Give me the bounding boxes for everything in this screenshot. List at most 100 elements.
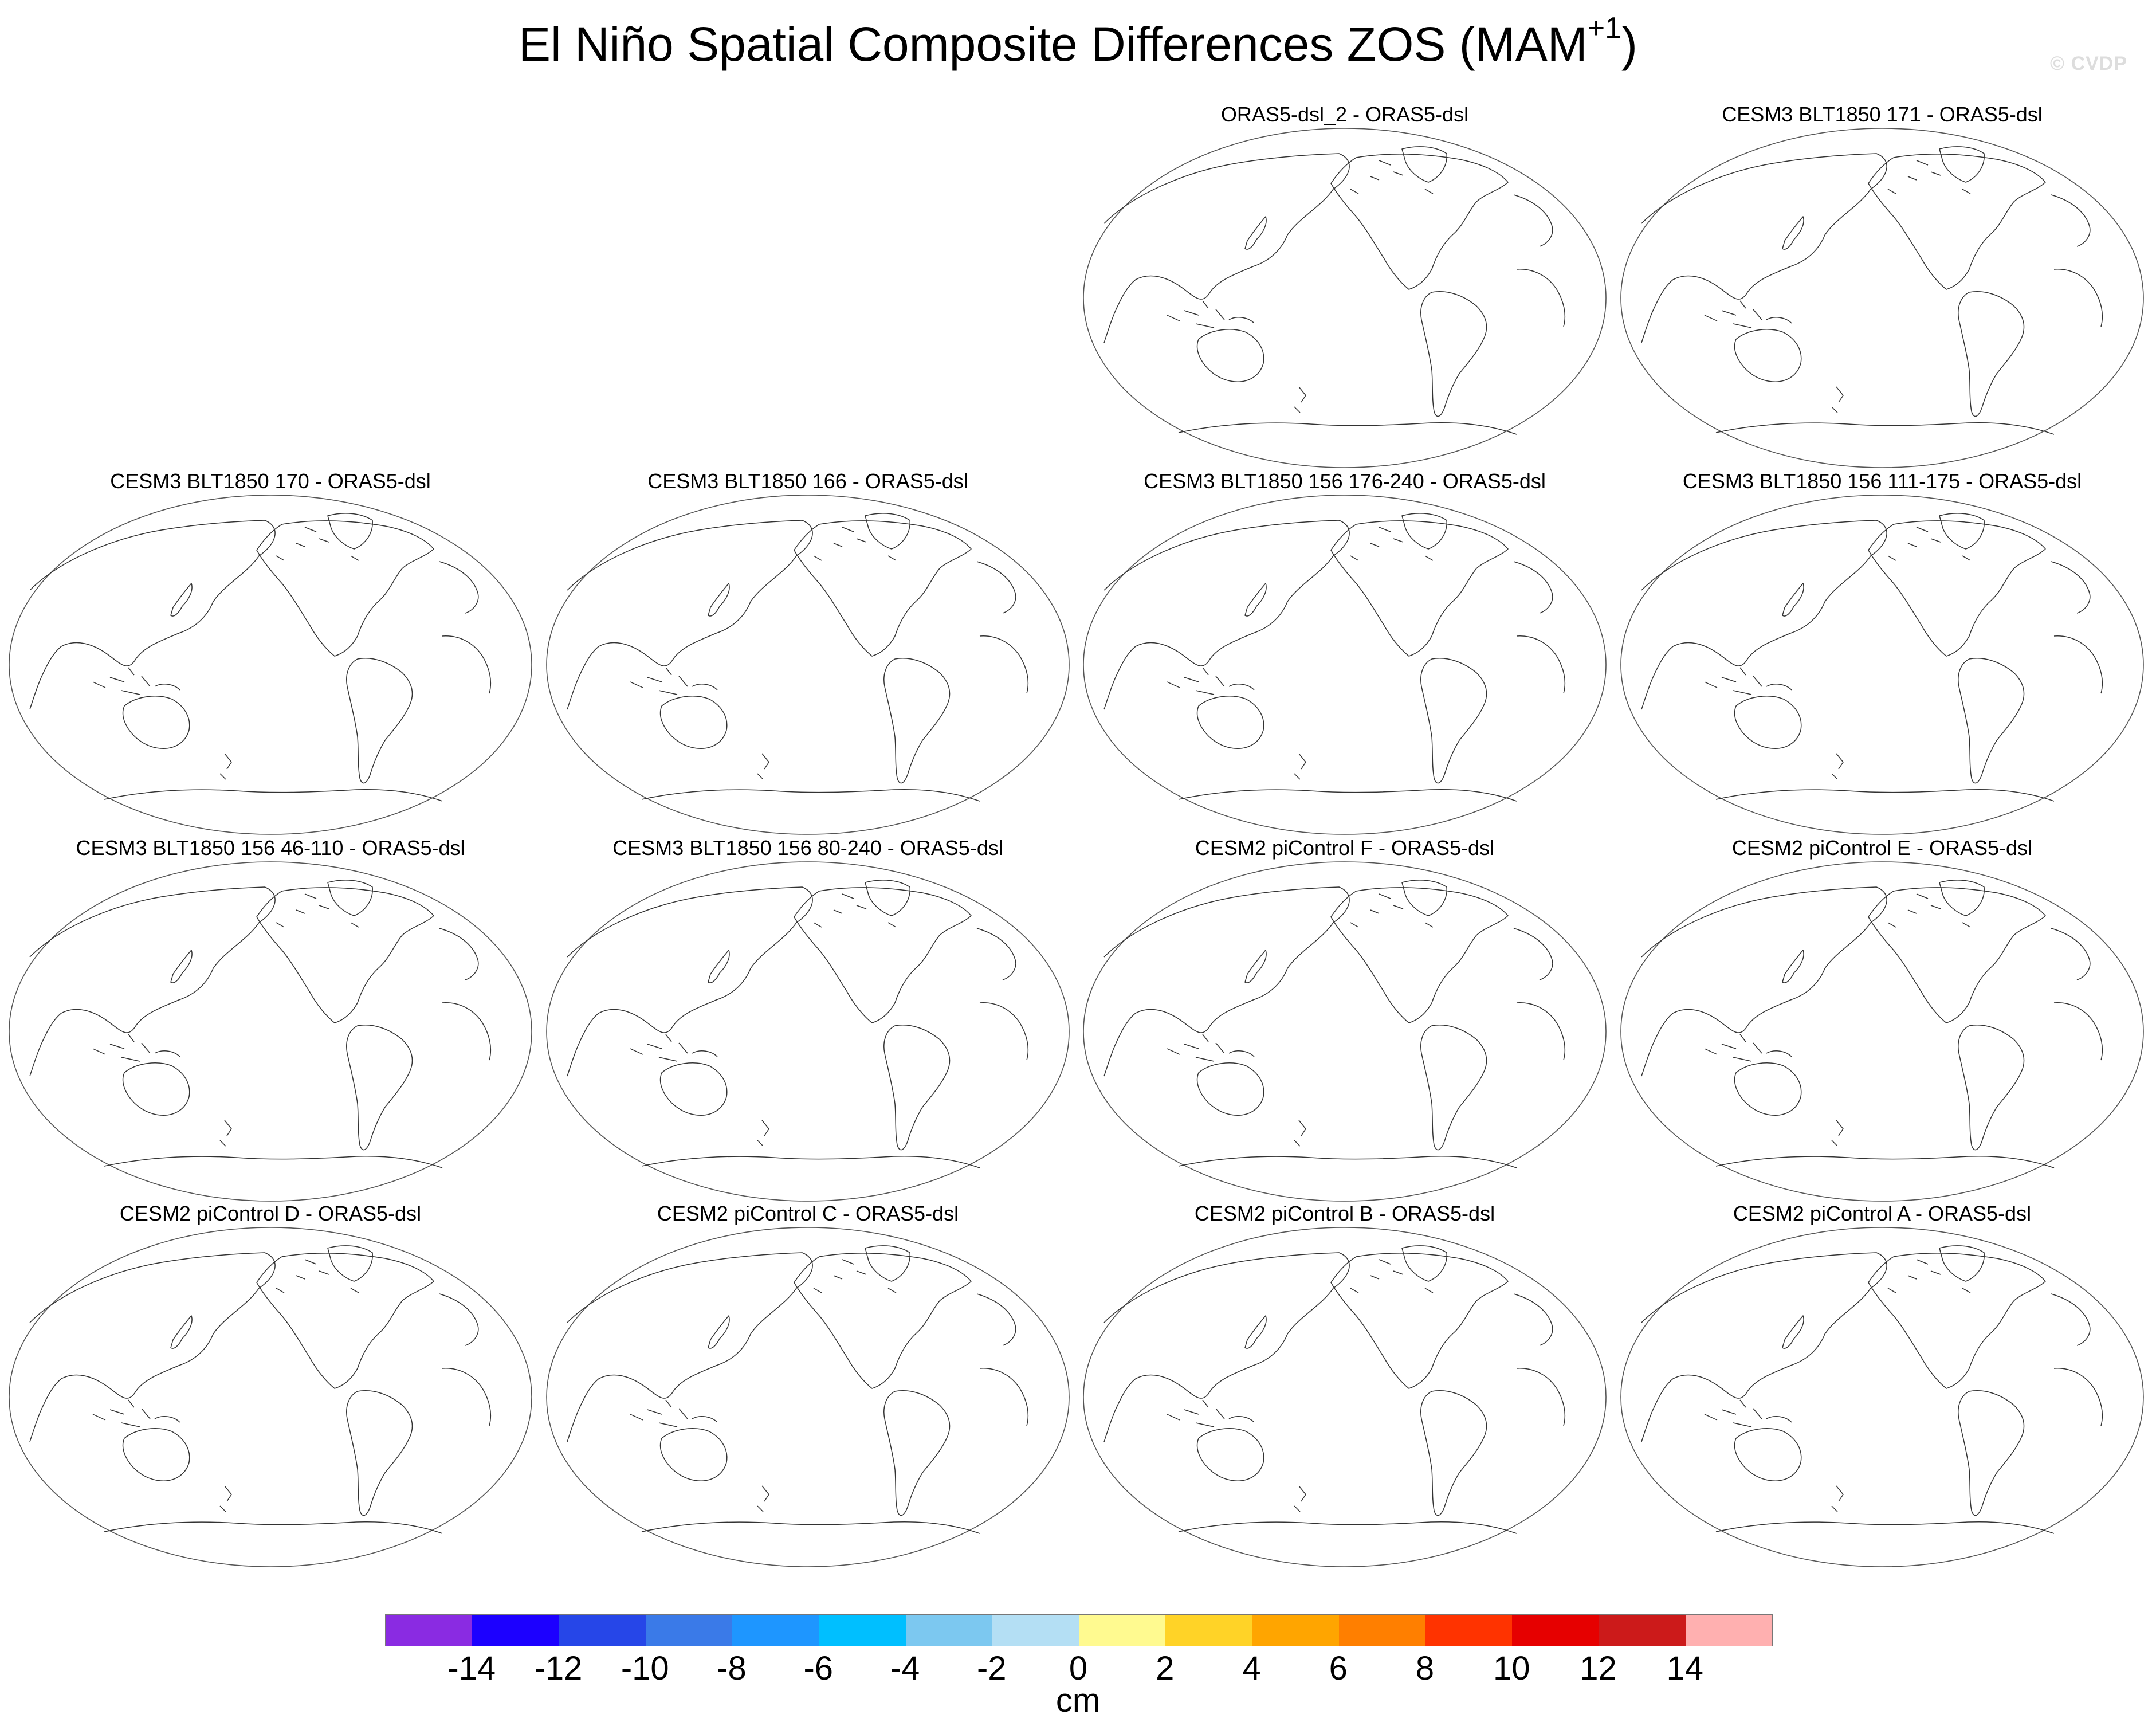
coast-southamerica: [346, 1390, 413, 1516]
coast-antarctica: [104, 1155, 443, 1168]
coast-indonesia: [1167, 1399, 1255, 1427]
colorbar-unit-label: cm: [1055, 1682, 1101, 1719]
map-panel: CESM2 piControl E - ORAS5-dsl: [1619, 837, 2146, 1203]
coast-southamerica: [1958, 291, 2025, 417]
colorbar-swatch: [386, 1615, 473, 1646]
coast-southamerica: [1420, 1025, 1487, 1151]
panel-title: CESM3 BLT1850 156 176-240 - ORAS5-dsl: [1144, 469, 1546, 493]
coast-arctic-islands: [1350, 1259, 1434, 1293]
coast-greenland: [1401, 1245, 1447, 1282]
coast-europe-africa: [1513, 561, 1566, 694]
coast-australia: [122, 1062, 190, 1116]
coast-arctic-islands: [276, 893, 359, 928]
map-panel: CESM3 BLT1850 156 111-175 - ORAS5-dsl: [1619, 470, 2146, 837]
coast-eurasia: [1103, 520, 1350, 710]
colorbar-swatch: [1425, 1615, 1513, 1646]
panel-title: CESM3 BLT1850 156 111-175 - ORAS5-dsl: [1682, 469, 2082, 493]
coast-japan: [170, 583, 193, 617]
map-boundary: [546, 861, 1070, 1202]
coast-northamerica: [794, 887, 972, 1023]
figure-title: El Niño Spatial Composite Differences ZO…: [0, 13, 2156, 76]
colorbar-swatch: [1079, 1615, 1166, 1646]
coast-indonesia: [1167, 1034, 1255, 1062]
coast-greenland: [327, 513, 373, 550]
coast-indonesia: [1704, 1034, 1792, 1062]
coast-indonesia: [92, 1399, 180, 1427]
coast-europe-africa: [2051, 561, 2103, 694]
coast-japan: [708, 1315, 730, 1349]
colorbar-swatch: [559, 1615, 646, 1646]
coast-northamerica: [256, 1253, 434, 1389]
coast-antarctica: [104, 788, 443, 802]
coast-arctic-islands: [813, 893, 897, 928]
colorbar-swatch: [645, 1615, 732, 1646]
colorbar-tick-label: 10: [1493, 1650, 1530, 1687]
map-boundary: [1620, 861, 2144, 1202]
coast-greenland: [327, 880, 373, 916]
world-map: [9, 495, 532, 835]
map-panel: CESM2 piControl A - ORAS5-dsl: [1619, 1202, 2146, 1569]
colorbar-tick-label: -14: [447, 1650, 496, 1687]
panel-title: CESM3 BLT1850 171 - ORAS5-dsl: [1722, 103, 2043, 126]
coast-japan: [1244, 1315, 1267, 1349]
map-panel: CESM3 BLT1850 156 46-110 - ORAS5-dsl: [7, 837, 534, 1203]
coast-arctic-islands: [1350, 893, 1434, 928]
coast-japan: [170, 950, 193, 983]
coast-arctic-islands: [1887, 527, 1971, 561]
colorbar-swatch: [1165, 1615, 1252, 1646]
coast-newzealand: [219, 753, 232, 780]
coast-japan: [1244, 950, 1267, 983]
coast-northamerica: [1330, 1253, 1509, 1389]
panel-title: CESM3 BLT1850 156 80-240 - ORAS5-dsl: [612, 836, 1003, 860]
copyright-watermark: © CVDP: [2050, 53, 2127, 74]
panel-title: CESM2 piControl D - ORAS5-dsl: [119, 1202, 422, 1225]
coast-antarctica: [1715, 422, 2055, 435]
coast-southamerica: [1420, 291, 1487, 417]
coast-antarctica: [1715, 788, 2055, 802]
world-map: [546, 495, 1070, 835]
coast-eurasia: [1641, 520, 1887, 710]
map-boundary: [9, 495, 532, 835]
coast-europe-africa: [439, 1293, 492, 1426]
map-boundary: [1620, 1227, 2144, 1567]
coast-newzealand: [1831, 753, 1844, 780]
panel-title: CESM3 BLT1850 156 46-110 - ORAS5-dsl: [76, 836, 465, 860]
coast-southamerica: [1420, 658, 1487, 784]
coast-europe-africa: [2051, 928, 2103, 1061]
map-panel: CESM2 piControl C - ORAS5-dsl: [544, 1202, 1071, 1569]
map-boundary: [9, 1227, 532, 1567]
coast-australia: [122, 696, 190, 749]
coast-eurasia: [1641, 1252, 1887, 1442]
coast-eurasia: [567, 520, 813, 710]
world-map: [1083, 861, 1607, 1202]
coast-newzealand: [1294, 1120, 1306, 1147]
colorbar-swatch: [819, 1615, 906, 1646]
coast-northamerica: [794, 1253, 972, 1389]
coast-greenland: [865, 1245, 910, 1282]
coast-greenland: [1401, 880, 1447, 916]
coast-arctic-islands: [813, 527, 897, 561]
coast-greenland: [1939, 880, 1985, 916]
colorbar-swatch: [1512, 1615, 1599, 1646]
coast-europe-africa: [976, 1293, 1029, 1426]
coast-australia: [1734, 1062, 1802, 1116]
coast-southamerica: [1958, 658, 2025, 784]
coast-greenland: [1401, 513, 1447, 550]
coast-arctic-islands: [276, 527, 359, 561]
coast-indonesia: [1704, 1399, 1792, 1427]
map-panel: ORAS5-dsl_2 - ORAS5-dsl: [1081, 103, 1608, 470]
coast-europe-africa: [976, 561, 1029, 694]
colorbar-tick-label: 6: [1329, 1650, 1348, 1687]
coast-japan: [1782, 950, 1804, 983]
coast-australia: [1734, 329, 1802, 382]
world-map: [546, 861, 1070, 1202]
world-map: [1083, 128, 1607, 468]
coast-japan: [1782, 583, 1804, 617]
map-panel: CESM2 piControl D - ORAS5-dsl: [7, 1202, 534, 1569]
world-map: [1083, 1227, 1607, 1567]
coast-northamerica: [1868, 1253, 2046, 1389]
coast-eurasia: [29, 1252, 276, 1442]
coast-eurasia: [1641, 886, 1887, 1077]
coast-indonesia: [630, 667, 718, 695]
colorbar: [385, 1614, 1773, 1646]
